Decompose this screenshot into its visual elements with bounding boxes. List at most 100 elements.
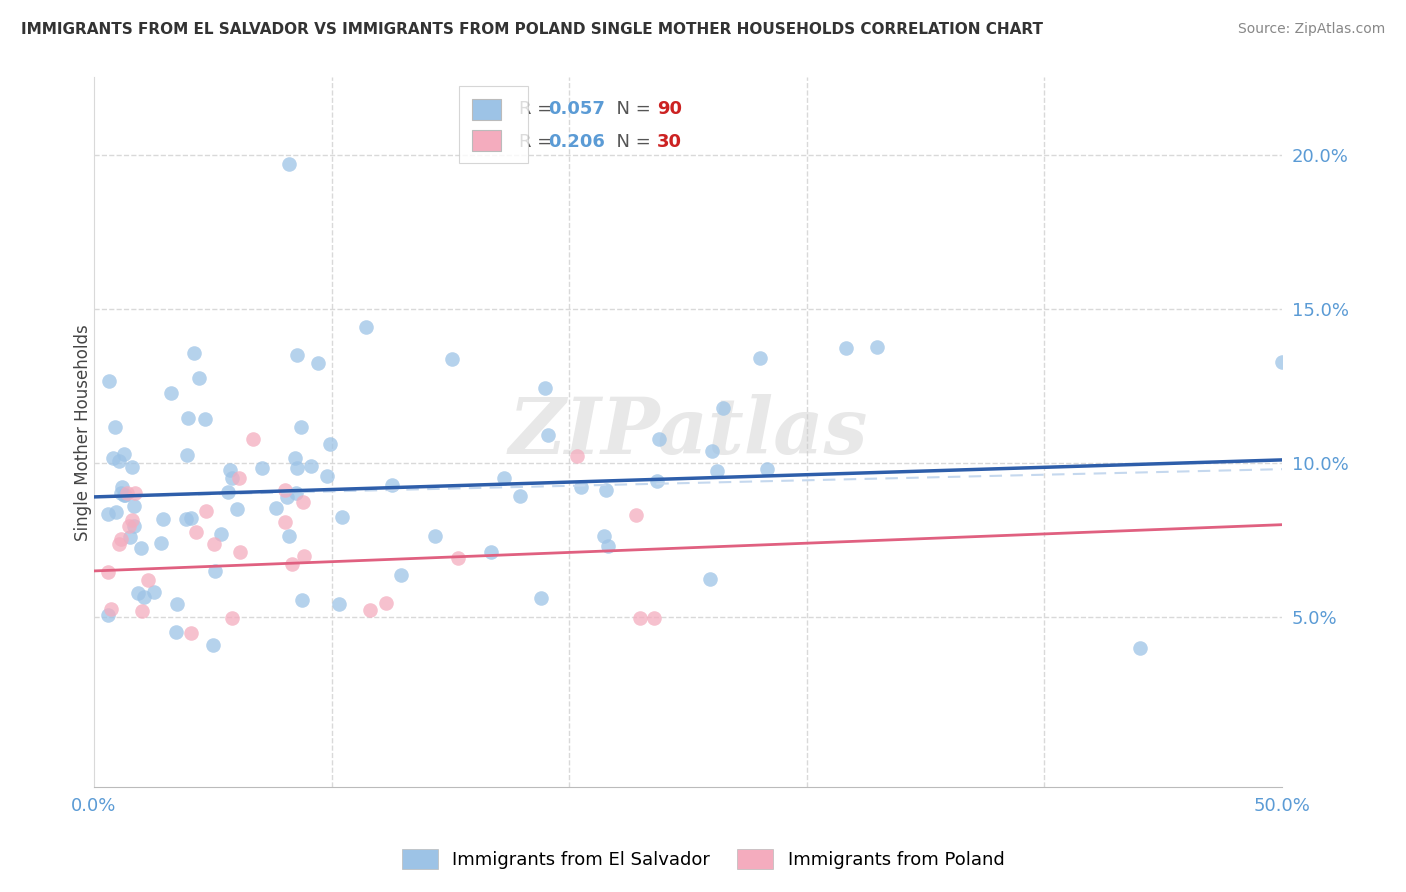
Point: [626, 508, 648, 523]
Point: [281, 557, 304, 571]
Point: [748, 351, 770, 365]
Point: [228, 470, 250, 484]
Point: [284, 486, 307, 500]
Point: [204, 564, 226, 578]
Point: [132, 591, 155, 605]
Point: [359, 603, 381, 617]
Point: [285, 347, 308, 361]
Point: [165, 624, 187, 639]
Point: [492, 471, 515, 485]
Point: [166, 597, 188, 611]
Point: [509, 489, 531, 503]
Point: [194, 504, 217, 518]
Point: [176, 448, 198, 462]
Legend: , : ,: [460, 87, 529, 163]
Point: [1271, 355, 1294, 369]
Point: [221, 611, 243, 625]
Point: [319, 436, 342, 450]
Point: [118, 530, 141, 544]
Point: [274, 483, 297, 497]
Point: [180, 511, 202, 525]
Point: [374, 596, 396, 610]
Point: [479, 545, 502, 559]
Text: N =: N =: [605, 133, 657, 151]
Point: [104, 419, 127, 434]
Point: [209, 527, 232, 541]
Point: [291, 495, 314, 509]
Point: [307, 356, 329, 370]
Point: [225, 502, 247, 516]
Point: [648, 432, 671, 446]
Point: [143, 584, 166, 599]
Point: [389, 568, 412, 582]
Point: [131, 604, 153, 618]
Point: [643, 611, 665, 625]
Point: [291, 592, 314, 607]
Point: [115, 486, 138, 500]
Point: [112, 488, 135, 502]
Point: [252, 461, 274, 475]
Point: [569, 480, 592, 494]
Point: [299, 459, 322, 474]
Point: [292, 549, 315, 563]
Point: [328, 597, 350, 611]
Point: [201, 638, 224, 652]
Point: [127, 586, 149, 600]
Point: [177, 411, 200, 425]
Point: [107, 537, 129, 551]
Point: [285, 461, 308, 475]
Point: [136, 573, 159, 587]
Point: [122, 519, 145, 533]
Point: [284, 451, 307, 466]
Text: ZIPatlas: ZIPatlas: [509, 394, 868, 470]
Point: [530, 591, 553, 606]
Point: [755, 462, 778, 476]
Point: [217, 484, 239, 499]
Point: [229, 545, 252, 559]
Point: [447, 551, 470, 566]
Text: 30: 30: [657, 133, 682, 151]
Y-axis label: Single Mother Households: Single Mother Households: [75, 324, 91, 541]
Point: [441, 352, 464, 367]
Point: [277, 157, 299, 171]
Point: [194, 411, 217, 425]
Point: [242, 432, 264, 446]
Point: [628, 611, 651, 625]
Point: [118, 519, 141, 533]
Point: [219, 463, 242, 477]
Point: [592, 529, 614, 543]
Point: [103, 451, 125, 466]
Point: [533, 381, 555, 395]
Point: [595, 483, 617, 497]
Point: [423, 529, 446, 543]
Point: [565, 449, 588, 463]
Point: [105, 505, 128, 519]
Point: [121, 459, 143, 474]
Legend: Immigrants from El Salvador, Immigrants from Poland: Immigrants from El Salvador, Immigrants …: [392, 839, 1014, 879]
Point: [700, 444, 723, 458]
Point: [186, 524, 208, 539]
Point: [278, 529, 301, 543]
Point: [149, 536, 172, 550]
Point: [97, 566, 120, 580]
Point: [129, 541, 152, 555]
Text: 0.206: 0.206: [548, 133, 605, 151]
Text: Source: ZipAtlas.com: Source: ZipAtlas.com: [1237, 22, 1385, 37]
Text: N =: N =: [605, 100, 657, 118]
Point: [290, 420, 312, 434]
Point: [706, 464, 728, 478]
Point: [221, 471, 243, 485]
Point: [174, 512, 197, 526]
Point: [180, 626, 202, 640]
Point: [645, 474, 668, 488]
Point: [121, 513, 143, 527]
Point: [108, 454, 131, 468]
Text: R =: R =: [519, 100, 558, 118]
Point: [114, 488, 136, 502]
Point: [276, 490, 298, 504]
Point: [381, 478, 404, 492]
Point: [699, 572, 721, 586]
Point: [866, 339, 889, 353]
Point: [835, 341, 858, 355]
Text: R =: R =: [519, 133, 558, 151]
